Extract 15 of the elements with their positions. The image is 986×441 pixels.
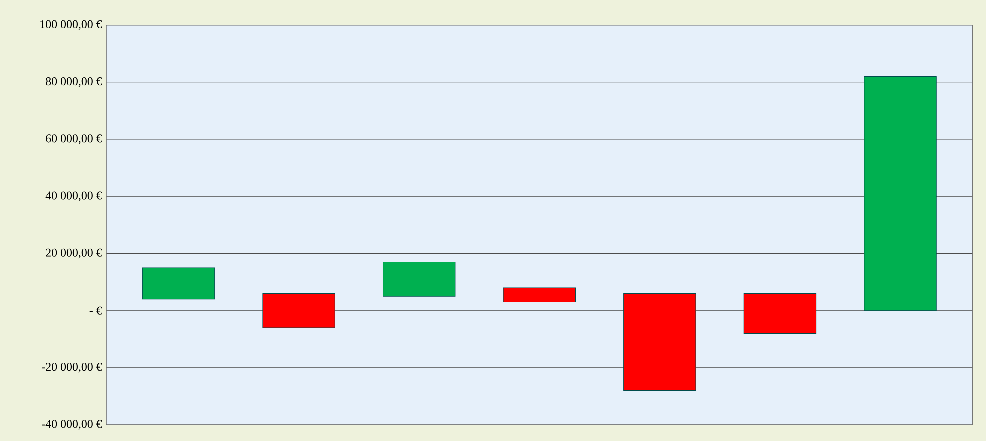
bar	[864, 76, 937, 312]
y-tick-label: 40 000,00 €	[46, 192, 102, 202]
y-tick-label: -40 000,00 €	[42, 420, 102, 430]
bar	[624, 293, 696, 392]
bar	[383, 262, 456, 297]
y-tick-label: 80 000,00 €	[46, 78, 102, 88]
bar	[142, 268, 216, 300]
y-tick-label: 20 000,00 €	[46, 248, 102, 259]
bar	[262, 293, 336, 328]
bar	[503, 288, 576, 303]
bar	[744, 293, 817, 334]
y-tick-label: 60 000,00 €	[46, 134, 102, 144]
y-tick-label: - €	[90, 306, 102, 315]
y-tick-label: 100 000,00 €	[40, 20, 102, 30]
y-tick-label: -20 000,00 €	[42, 363, 102, 373]
